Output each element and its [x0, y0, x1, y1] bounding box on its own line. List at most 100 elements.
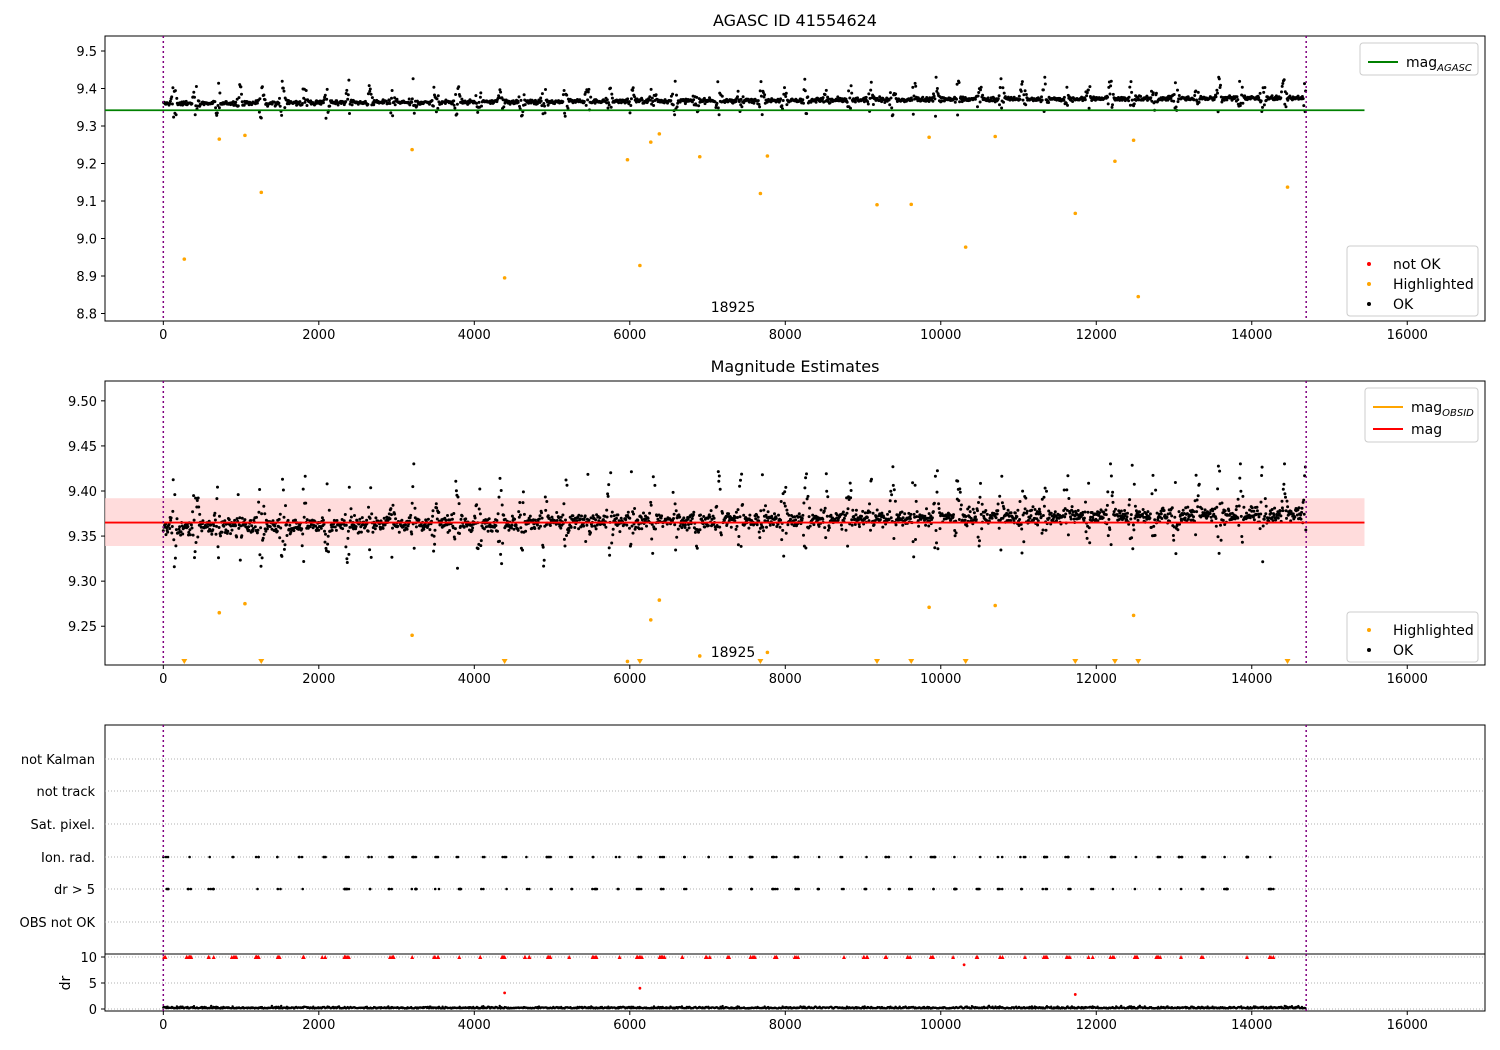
data-point-ok [632, 512, 635, 516]
data-point-ok [965, 524, 969, 528]
data-point-ok [957, 518, 961, 521]
data-point-ok [740, 105, 744, 109]
data-point-ok [716, 80, 720, 84]
data-point-ok [974, 515, 977, 519]
data-point-ok [674, 509, 678, 513]
data-point-ok [573, 526, 577, 529]
flag-point [930, 855, 934, 859]
legend-dot-swatch [1367, 628, 1371, 632]
data-point-ok [347, 78, 351, 82]
data-point-ok [854, 513, 858, 517]
data-point-ok [650, 96, 654, 100]
data-point-ok [604, 525, 608, 529]
flag-point [1000, 887, 1004, 891]
data-point-ok [675, 93, 678, 97]
data-point-ok [194, 496, 198, 500]
data-point-ok [1272, 513, 1276, 517]
data-point-ok [755, 523, 759, 527]
data-point-ok [178, 525, 182, 529]
data-point-ok [476, 110, 480, 114]
data-point-ok [444, 518, 448, 522]
data-point-ok [1021, 489, 1025, 493]
data-point-ok [805, 112, 809, 116]
data-point-ok [740, 472, 744, 476]
flag-point [617, 887, 620, 891]
data-point-ok [514, 523, 518, 527]
data-point-ok [609, 105, 613, 109]
data-point-ok [164, 533, 168, 537]
flag-point [1158, 887, 1162, 891]
data-point-ok [1240, 85, 1244, 89]
flag-point [525, 855, 528, 859]
data-point-ok [369, 555, 373, 559]
flag-point [864, 887, 868, 891]
data-point-ok [979, 512, 983, 516]
data-point-ok [935, 89, 939, 93]
data-point-ok [1300, 506, 1304, 510]
data-point-ok [1110, 105, 1114, 109]
data-point-ok [1000, 501, 1004, 505]
data-point-ok [912, 555, 916, 559]
data-point-ok [197, 505, 201, 509]
flag-point [996, 855, 1000, 859]
data-point-ok [759, 94, 763, 98]
data-point-ok [998, 86, 1002, 89]
data-point-ok [1236, 497, 1240, 501]
y-tick-label: 9.4 [76, 83, 97, 98]
data-point-ok [1025, 509, 1029, 513]
data-point-ok [610, 96, 614, 100]
data-point-ok [785, 103, 789, 107]
data-point-ok [937, 502, 941, 506]
data-point-ok [586, 98, 590, 102]
data-point-ok [497, 495, 501, 499]
flag-point [343, 887, 346, 891]
data-point-ok [1109, 84, 1113, 88]
data-point-ok [253, 525, 257, 529]
data-point-ok [1220, 501, 1224, 505]
data-point-ok [1148, 512, 1152, 516]
data-point-ok [1262, 103, 1266, 107]
data-point-ok [1125, 515, 1129, 519]
flag-point [483, 855, 486, 859]
data-point-ok [431, 104, 435, 108]
data-point-ok [1214, 95, 1218, 99]
data-point-ok [1238, 79, 1242, 83]
data-point-ok [824, 472, 828, 476]
data-point-ok [500, 503, 504, 507]
data-point-ok [1041, 528, 1045, 532]
data-point-ok [932, 94, 936, 98]
data-point-ok [233, 518, 237, 522]
data-point-ok [611, 533, 615, 537]
data-point-ok [173, 556, 177, 560]
data-point-ok [480, 104, 483, 108]
data-point-ok [1016, 508, 1020, 512]
data-point-ok [388, 517, 392, 521]
data-point-ok [192, 518, 196, 522]
data-point-ok [757, 530, 761, 534]
data-point-ok [760, 113, 764, 117]
data-point-ok [436, 106, 440, 110]
flag-point [1203, 855, 1207, 859]
data-point-ok [411, 77, 415, 81]
data-point-ok [717, 113, 721, 117]
data-point-ok [1087, 106, 1091, 110]
flag-point [614, 855, 618, 859]
data-point-ok [631, 88, 635, 92]
x-tick-label: 10000 [920, 672, 961, 687]
data-point-ok [1288, 94, 1292, 98]
flag-point [528, 887, 531, 891]
data-point-ok [774, 516, 778, 520]
data-point-ok [888, 499, 892, 503]
data-point-ok [582, 100, 586, 103]
data-point-ok [565, 534, 568, 537]
data-point-ok [729, 525, 733, 529]
data-point-ok [455, 102, 459, 106]
data-point-ok [513, 517, 517, 521]
data-point-ok [1053, 510, 1057, 514]
data-point-ok [196, 535, 200, 539]
data-point-ok [625, 523, 629, 527]
data-point-ok [1130, 98, 1134, 102]
data-point-ok [1110, 494, 1114, 498]
data-point-ok [703, 102, 707, 106]
